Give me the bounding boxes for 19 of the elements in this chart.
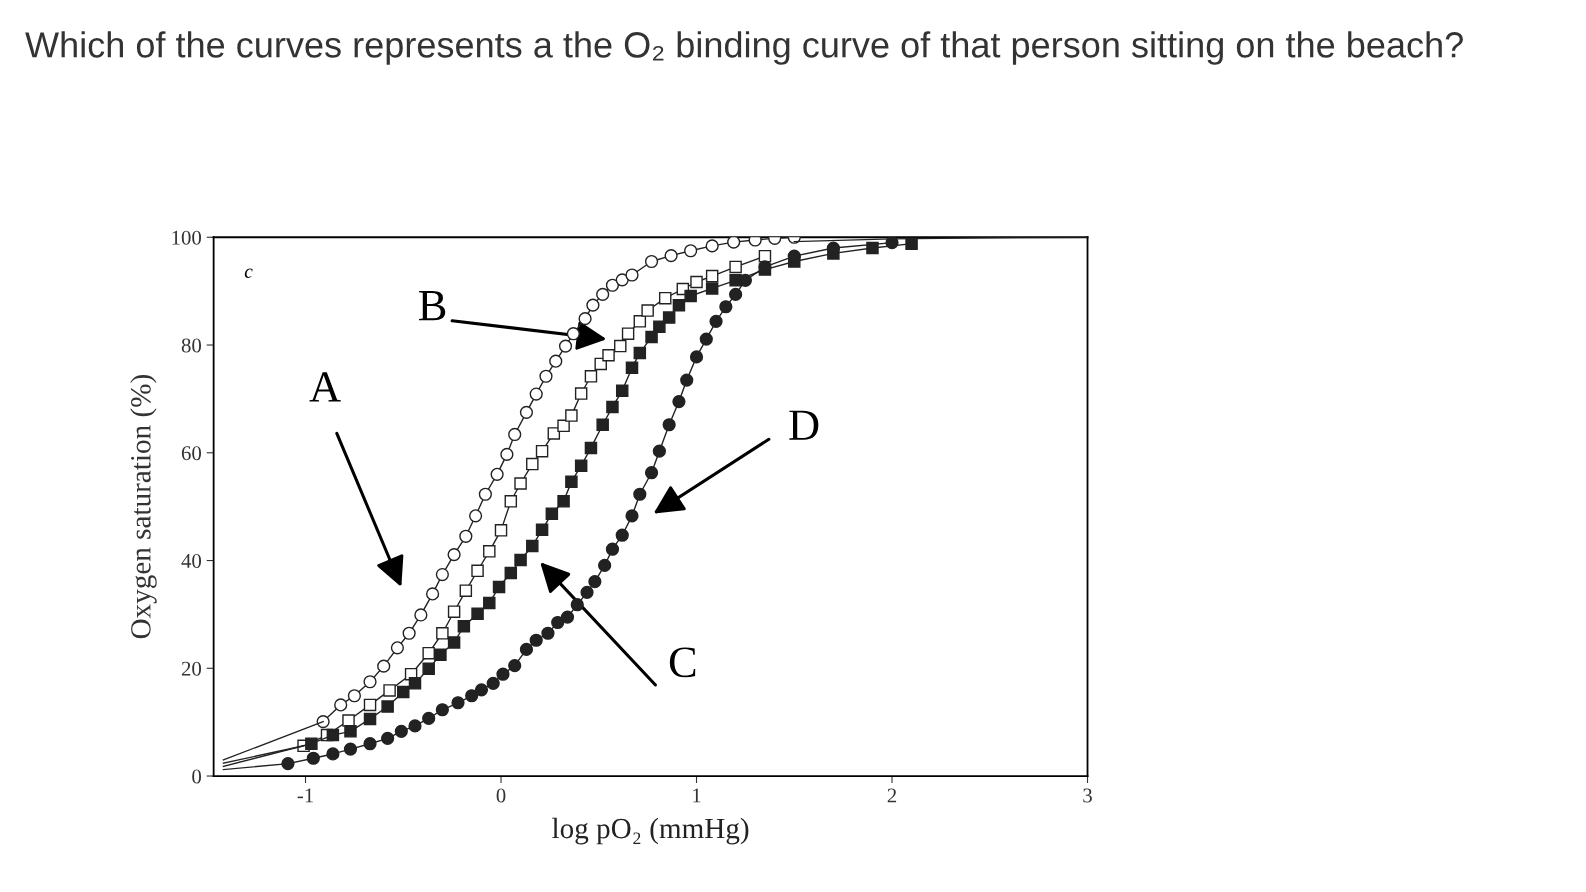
y-axis-title: Oxygen saturation (%) [130, 375, 157, 639]
annotation: D [789, 410, 819, 440]
x-tick-label: -1 [297, 788, 313, 803]
y-tick-label: 80 [181, 338, 202, 353]
y-tick-label: 100 [172, 230, 202, 245]
y-tick-label: 0 [192, 769, 202, 784]
x-tick-label: 1 [693, 788, 701, 803]
x-tick-label: 3 [1083, 788, 1092, 803]
annotation: A [309, 372, 341, 402]
annotation: B [419, 291, 446, 321]
y-tick-label: 20 [181, 661, 202, 676]
annotation: c [244, 268, 253, 278]
chart-title: Which of the curves represents a the O₂ binding curve of that person sitting on the beach? [25, 31, 1463, 65]
x-tick-label: 0 [496, 788, 506, 803]
x-axis-title: log pO₂ (mmHg) [552, 817, 749, 845]
y-tick-label: 60 [181, 446, 202, 461]
x-tick-label: 2 [887, 788, 897, 803]
y-tick-label: 40 [181, 553, 202, 568]
annotation: C [669, 647, 696, 678]
